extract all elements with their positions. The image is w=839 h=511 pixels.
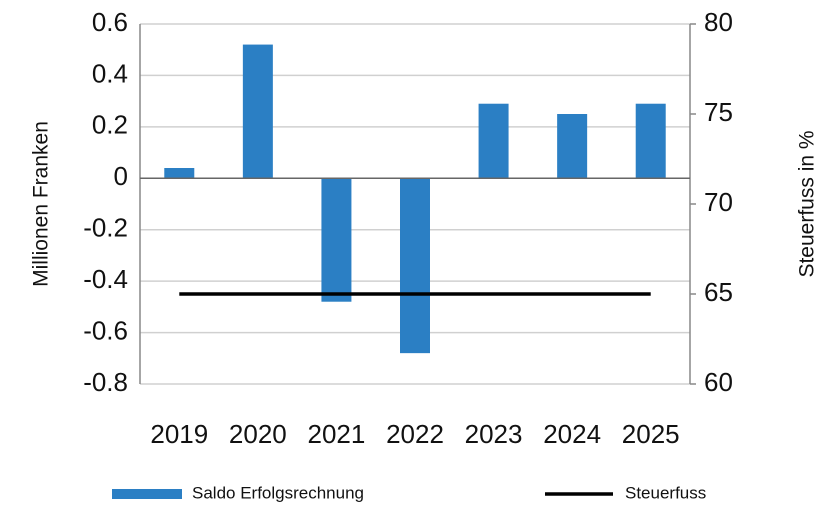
y-axis-label: Millionen Franken — [30, 121, 53, 287]
x-tick-label: 2025 — [622, 419, 680, 449]
bar — [478, 103, 509, 179]
x-tick-label: 2019 — [150, 419, 208, 449]
x-tick-label: 2021 — [308, 419, 366, 449]
y-tick-label: 0.2 — [92, 110, 128, 140]
bar — [242, 44, 273, 179]
x-tick-label: 2022 — [386, 419, 444, 449]
y-tick-label: -0.4 — [83, 264, 128, 294]
y-tick-label: -0.2 — [83, 213, 128, 243]
y-tick-label: -0.8 — [83, 367, 128, 397]
y2-axis-label: Steuerfuss in % — [796, 130, 819, 277]
bar — [321, 178, 352, 302]
y2-tick-label: 65 — [704, 277, 733, 307]
y2-tick-label: 80 — [704, 7, 733, 37]
y-tick-label: 0 — [114, 161, 128, 191]
y-tick-label: 0.6 — [92, 7, 128, 37]
legend-label: Steuerfuss — [625, 483, 706, 502]
y2-tick-label: 75 — [704, 97, 733, 127]
legend-label: Saldo Erfolgsrechnung — [192, 483, 364, 502]
y2-tick-label: 70 — [704, 187, 733, 217]
bar — [557, 114, 588, 179]
bar — [635, 103, 666, 179]
y2-tick-label: 60 — [704, 367, 733, 397]
x-tick-label: 2024 — [543, 419, 601, 449]
bar — [164, 168, 195, 179]
legend-swatch — [112, 489, 182, 499]
bar — [400, 178, 430, 354]
y-tick-label: -0.6 — [83, 315, 128, 345]
x-tick-label: 2020 — [229, 419, 287, 449]
y-tick-label: 0.4 — [92, 58, 128, 88]
x-tick-label: 2023 — [465, 419, 523, 449]
